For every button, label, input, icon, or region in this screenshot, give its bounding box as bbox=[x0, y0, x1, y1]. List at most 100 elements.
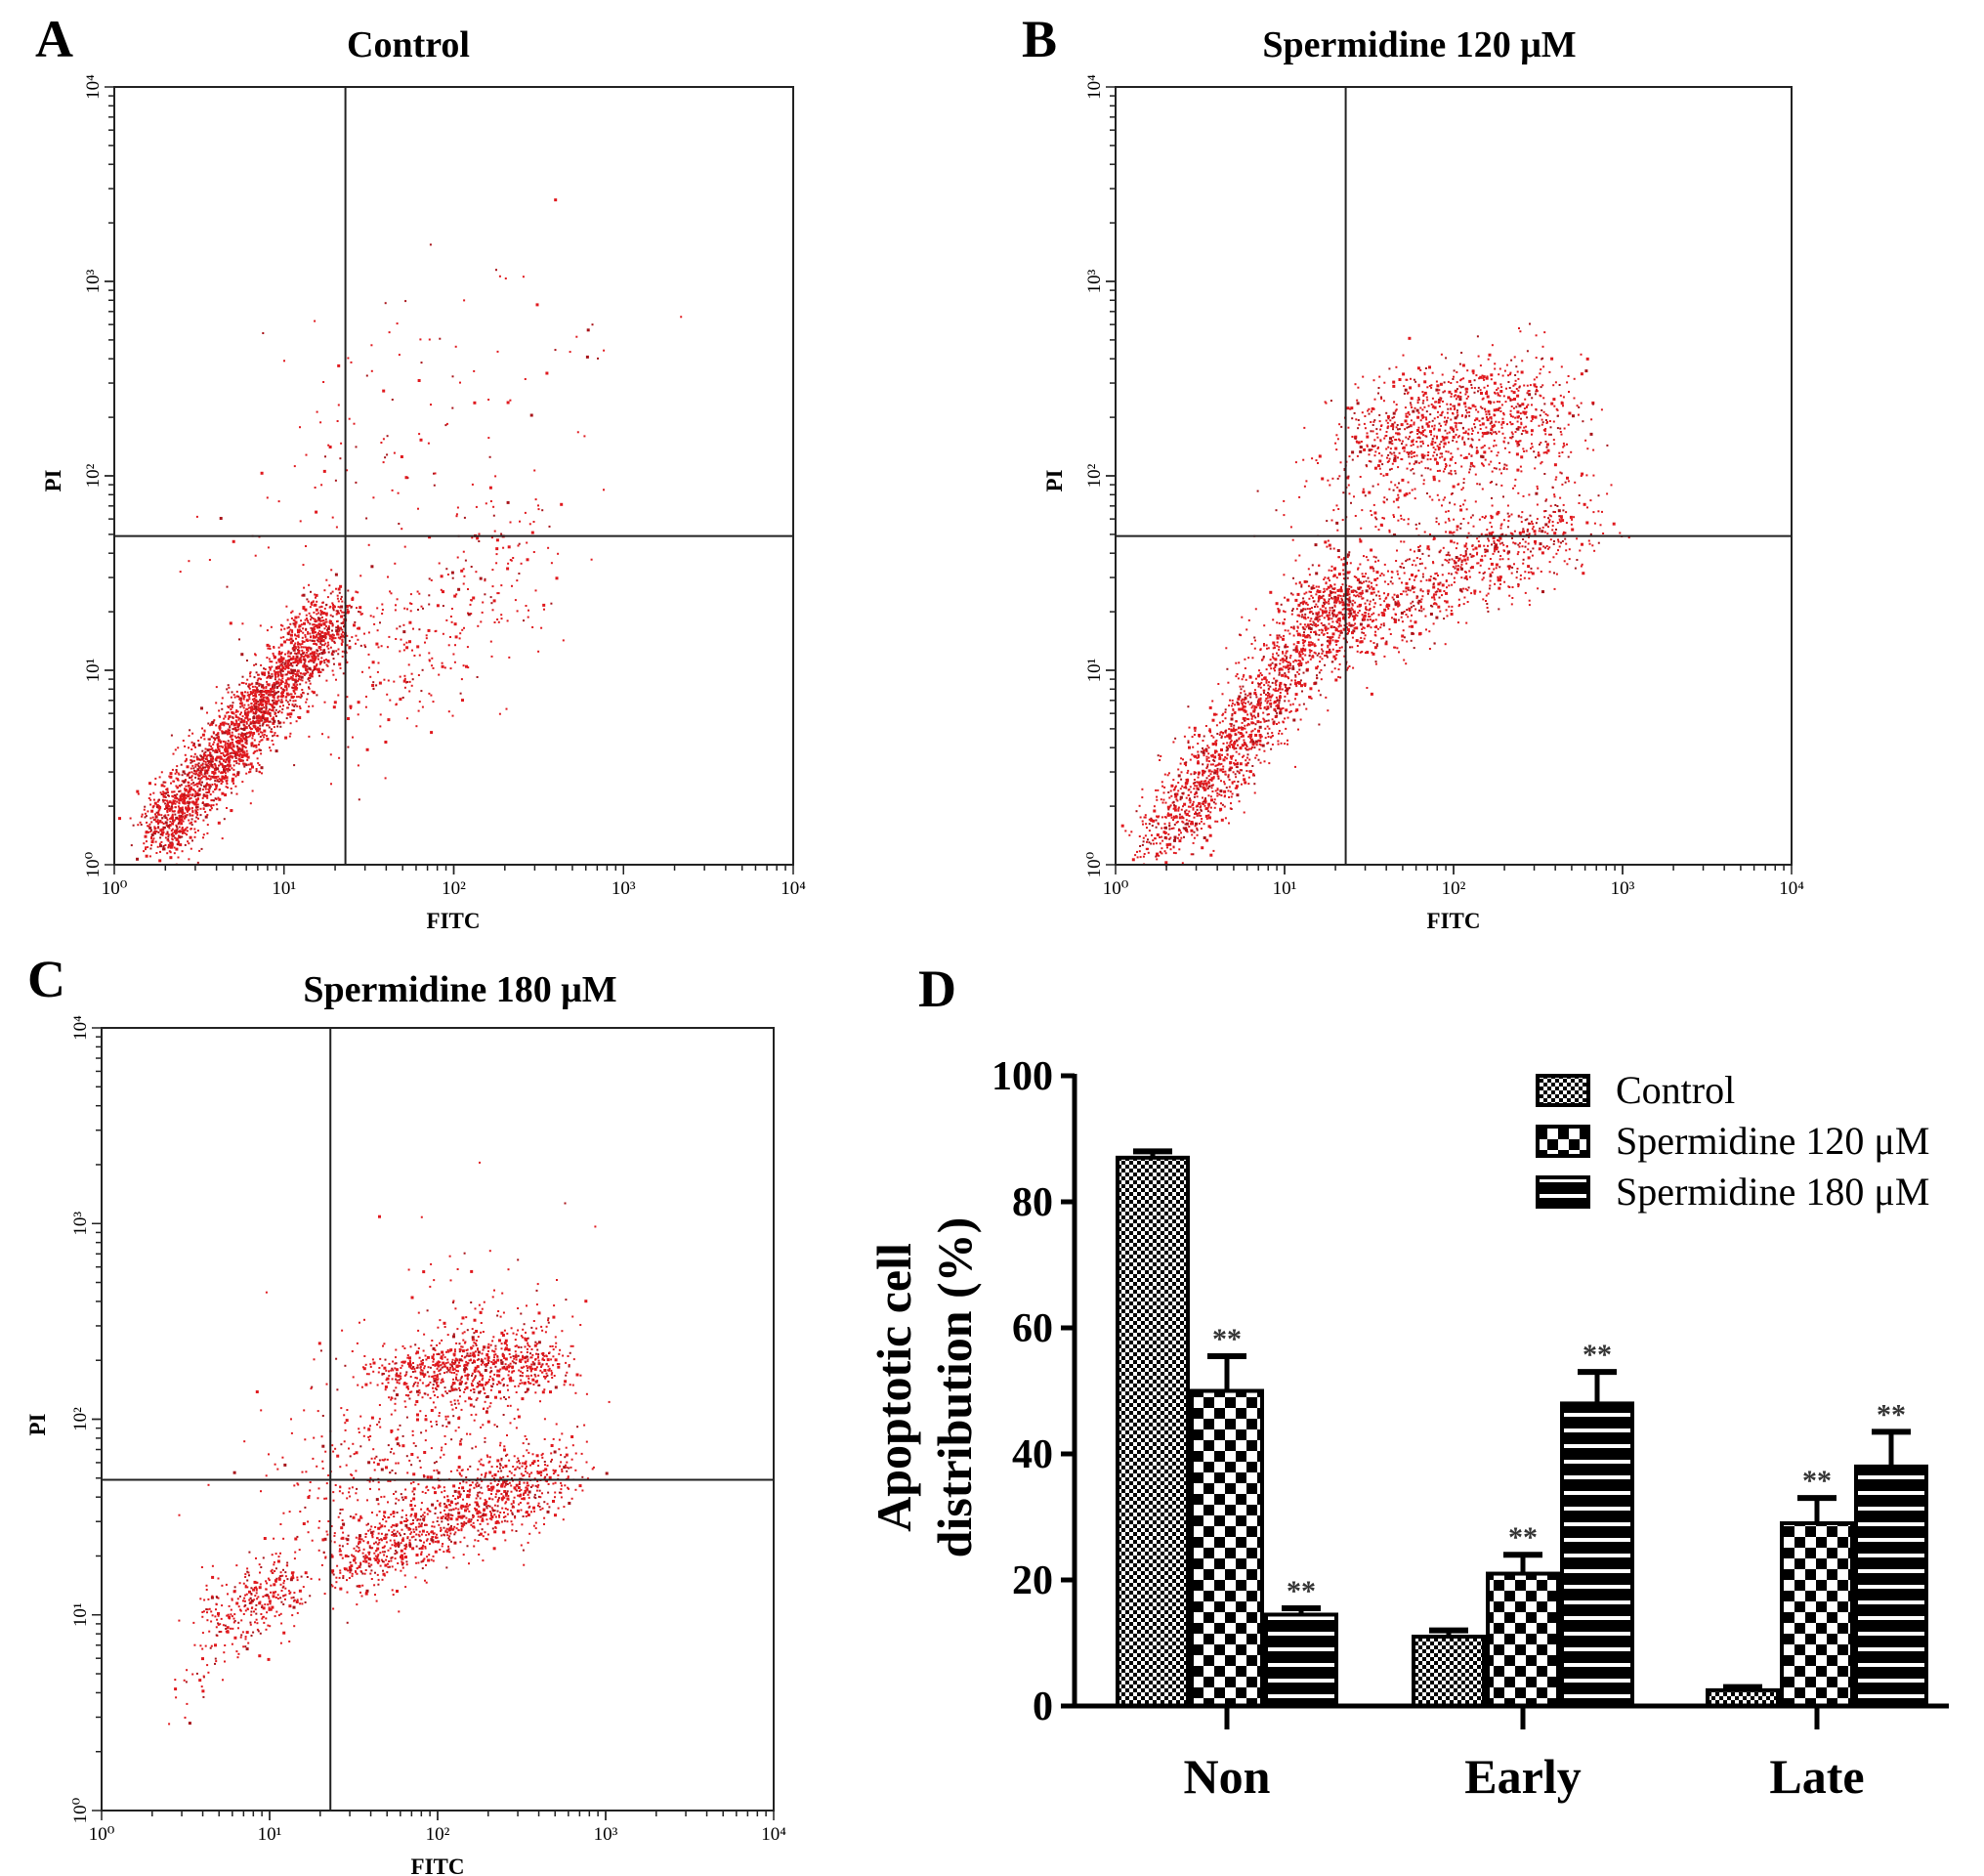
data-point bbox=[1156, 795, 1159, 798]
data-point bbox=[236, 724, 239, 727]
data-point bbox=[233, 755, 236, 758]
data-point bbox=[213, 771, 217, 775]
data-point bbox=[498, 712, 501, 715]
data-point bbox=[252, 711, 255, 713]
data-point bbox=[194, 809, 197, 812]
data-point bbox=[1167, 832, 1170, 835]
data-point bbox=[379, 621, 381, 624]
data-point bbox=[319, 614, 322, 617]
data-point bbox=[197, 740, 200, 742]
data-point bbox=[267, 674, 270, 677]
data-point bbox=[312, 672, 314, 675]
data-point bbox=[261, 724, 264, 727]
data-point bbox=[417, 507, 419, 510]
data-point bbox=[458, 637, 461, 640]
data-point bbox=[260, 704, 263, 705]
data-point bbox=[343, 611, 346, 614]
data-point bbox=[383, 678, 386, 681]
data-point bbox=[1130, 831, 1133, 833]
data-point bbox=[230, 742, 232, 745]
data-point bbox=[478, 540, 481, 542]
data-point bbox=[262, 699, 265, 702]
data-point bbox=[328, 619, 331, 622]
data-point bbox=[1199, 806, 1202, 809]
data-point bbox=[1197, 761, 1200, 765]
data-point bbox=[274, 708, 277, 711]
data-point bbox=[1218, 755, 1221, 758]
data-point bbox=[1251, 682, 1253, 684]
data-point bbox=[1331, 587, 1334, 590]
data-point bbox=[1285, 708, 1288, 712]
data-point bbox=[206, 766, 209, 768]
data-point bbox=[1471, 514, 1474, 517]
data-point bbox=[286, 652, 289, 655]
data-point bbox=[1309, 636, 1312, 639]
data-point bbox=[1326, 588, 1329, 591]
data-point bbox=[1220, 748, 1223, 751]
data-point bbox=[469, 603, 472, 606]
data-point bbox=[1337, 630, 1340, 633]
data-point bbox=[214, 780, 217, 783]
data-point bbox=[260, 710, 263, 713]
data-point bbox=[1206, 810, 1209, 813]
data-point bbox=[1191, 753, 1194, 756]
data-point bbox=[348, 417, 351, 420]
data-point bbox=[1519, 465, 1522, 468]
data-point bbox=[169, 772, 173, 776]
data-point bbox=[1228, 728, 1231, 731]
data-point bbox=[248, 694, 251, 696]
data-point bbox=[251, 765, 254, 769]
data-point bbox=[253, 707, 256, 710]
data-point bbox=[281, 668, 284, 671]
data-point bbox=[311, 655, 314, 658]
data-point bbox=[149, 829, 152, 831]
data-point bbox=[293, 652, 296, 655]
data-point bbox=[1355, 591, 1358, 594]
data-point bbox=[1135, 810, 1138, 813]
data-point bbox=[179, 571, 182, 574]
data-point bbox=[1359, 563, 1362, 566]
data-point bbox=[256, 728, 259, 731]
data-point bbox=[1191, 736, 1194, 739]
data-point bbox=[1248, 758, 1251, 761]
data-point bbox=[404, 681, 407, 684]
data-point bbox=[1142, 823, 1144, 826]
data-point bbox=[518, 573, 521, 575]
data-point bbox=[1202, 796, 1203, 799]
data-point bbox=[1263, 718, 1266, 721]
data-point bbox=[1220, 818, 1224, 822]
data-point bbox=[1260, 735, 1263, 738]
data-point bbox=[306, 648, 309, 651]
data-point bbox=[1405, 590, 1408, 593]
data-point bbox=[356, 627, 359, 630]
data-point bbox=[161, 821, 164, 824]
data-point bbox=[1208, 833, 1212, 837]
data-point bbox=[1209, 811, 1212, 814]
data-point bbox=[201, 727, 203, 730]
data-point bbox=[218, 714, 221, 717]
data-point bbox=[1336, 549, 1340, 552]
data-point bbox=[1296, 641, 1300, 644]
data-point bbox=[215, 724, 218, 727]
data-point bbox=[1177, 782, 1180, 784]
data-point bbox=[274, 732, 276, 735]
data-point bbox=[178, 799, 181, 801]
data-point bbox=[323, 644, 326, 647]
data-point bbox=[1207, 746, 1210, 749]
data-point bbox=[1269, 702, 1273, 705]
data-point bbox=[1154, 837, 1157, 840]
data-point bbox=[316, 643, 318, 646]
data-point bbox=[1316, 590, 1319, 593]
data-point bbox=[1220, 794, 1223, 797]
data-point bbox=[311, 639, 314, 642]
data-point bbox=[230, 708, 232, 711]
data-point bbox=[181, 780, 184, 783]
data-point bbox=[476, 536, 480, 540]
data-point bbox=[1159, 850, 1161, 853]
data-point bbox=[384, 777, 387, 780]
data-point bbox=[1308, 649, 1311, 652]
data-point bbox=[1161, 847, 1163, 850]
data-point bbox=[1322, 629, 1324, 632]
data-point bbox=[218, 764, 220, 767]
data-point bbox=[1244, 705, 1246, 708]
